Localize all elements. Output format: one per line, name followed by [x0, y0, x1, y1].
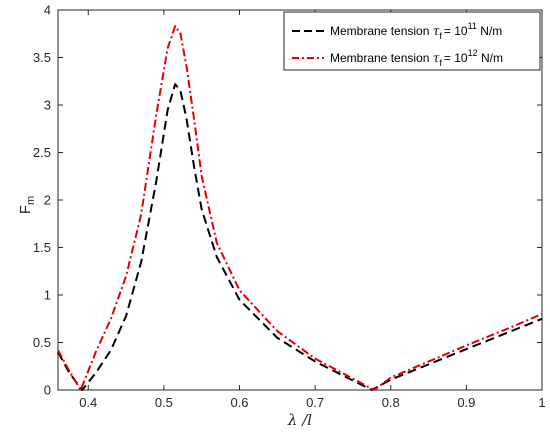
y-axis-label-sub: m	[25, 196, 37, 205]
legend-entry-series-0: Membrane tension τf = 1011 N/m	[330, 21, 502, 41]
y-tick-label: 2	[44, 193, 51, 208]
y-tick-label: 3	[44, 98, 51, 113]
y-tick-label: 3.5	[33, 50, 51, 65]
tick-layer: 0.4 0.5 0.6 0.7 0.8 0.9 1 0 0.5 1 1.5 2 2.5 3 3.5 4	[33, 3, 546, 411]
legend: Membrane tension τf = 1011 N/m Membrane t…	[283, 11, 541, 71]
x-tick-label: 0.8	[382, 395, 400, 410]
x-tick-label: 0.9	[457, 395, 475, 410]
x-tick-label: 0.6	[230, 395, 248, 410]
series-layer	[57, 25, 543, 391]
x-axis-label: λ /l	[287, 411, 312, 429]
y-tick-label: 0	[44, 383, 51, 398]
plot-area	[57, 9, 543, 391]
y-tick-label: 0.5	[33, 335, 51, 350]
series-line-0	[57, 83, 543, 391]
x-tick-label: 0.5	[155, 395, 173, 410]
x-tick-label: 0.7	[306, 395, 324, 410]
legend-box	[283, 11, 541, 71]
y-axis-label: Fm	[17, 196, 37, 214]
y-axis-label-main: F	[17, 205, 34, 214]
legend-entry-series-1: Membrane tension τf = 1012 N/m	[330, 48, 503, 68]
y-tick-label: 2.5	[33, 145, 51, 160]
y-tick-label: 1.5	[33, 240, 51, 255]
y-tick-label: 4	[44, 3, 51, 18]
y-tick-label: 1	[44, 288, 51, 303]
svg-text:Fm: Fm	[17, 196, 37, 214]
x-tick-label: 1	[538, 395, 545, 410]
series-line-1	[57, 25, 543, 391]
x-tick-label: 0.4	[79, 395, 97, 410]
